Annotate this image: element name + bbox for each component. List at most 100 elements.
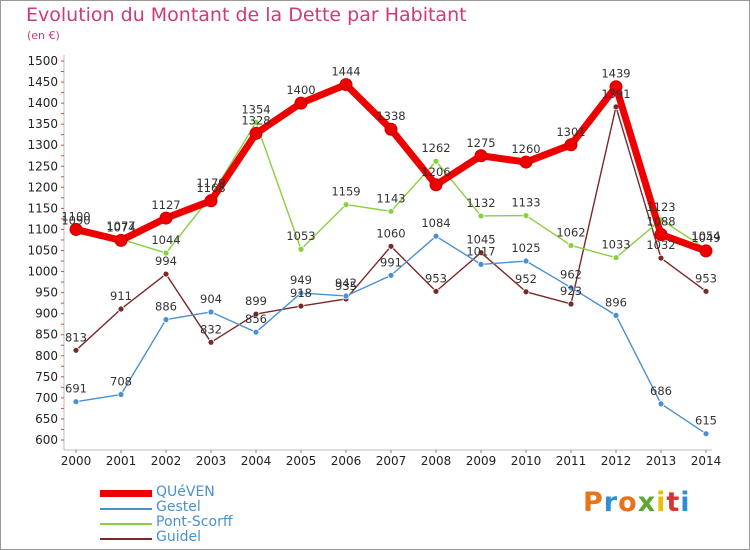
y-tick-label: 650: [35, 412, 58, 426]
data-label-gestel: 886: [155, 300, 177, 314]
data-label-gestel: 1017: [466, 244, 495, 258]
data-label-qu-ven: 1074: [106, 220, 135, 234]
data-label-guidel: 813: [65, 330, 87, 344]
chart-subtitle: (en €): [27, 29, 60, 42]
data-point-guidel: [252, 310, 260, 318]
data-point-gestel: [432, 232, 440, 240]
y-tick-label: 1150: [27, 201, 58, 215]
data-label-pont-scorff: 1033: [601, 238, 630, 252]
data-point-guidel: [207, 338, 215, 346]
y-tick-label: 1200: [27, 180, 58, 194]
data-point-guidel: [117, 305, 125, 313]
data-label-qu-ven: 1100: [61, 209, 90, 223]
y-tick-label: 1450: [27, 75, 58, 89]
data-label-guidel: 935: [335, 279, 357, 293]
x-tick-label: 2012: [601, 454, 632, 468]
x-tick-label: 2011: [556, 454, 587, 468]
data-point-qu-ven: [564, 138, 578, 152]
data-point-pont-scorff: [612, 254, 620, 262]
x-tick-label: 2001: [106, 454, 137, 468]
data-label-pont-scorff: 1262: [421, 141, 450, 155]
data-label-gestel: 904: [200, 292, 222, 306]
data-point-gestel: [297, 289, 305, 297]
data-label-qu-ven: 1127: [151, 198, 180, 212]
data-point-pont-scorff: [297, 245, 305, 253]
data-point-guidel: [522, 288, 530, 296]
y-tick-label: 950: [35, 286, 58, 300]
y-tick-label: 750: [35, 370, 58, 384]
data-label-qu-ven: 1168: [196, 181, 225, 195]
series-gestel: [72, 232, 710, 438]
data-label-pont-scorff: 1143: [376, 191, 405, 205]
data-label-qu-ven: 1049: [691, 231, 720, 245]
x-tick-label: 2006: [331, 454, 362, 468]
y-tick-label: 600: [35, 433, 58, 447]
data-label-qu-ven: 1328: [241, 113, 270, 127]
data-label-pont-scorff: 1179: [196, 176, 225, 190]
x-tick-label: 2004: [241, 454, 272, 468]
data-label-qu-ven: 1439: [601, 67, 630, 81]
data-label-qu-ven: 1260: [511, 142, 540, 156]
logo-letter: i: [680, 487, 691, 518]
logo-letter: t: [666, 487, 681, 518]
data-point-qu-ven: [474, 149, 488, 163]
legend-swatch-gestel: [100, 508, 152, 510]
data-label-guidel: 832: [200, 322, 222, 336]
data-point-qu-ven: [249, 126, 263, 140]
data-label-pont-scorff: 1054: [691, 229, 720, 243]
data-point-pont-scorff: [162, 249, 170, 257]
data-label-guidel: 918: [290, 286, 312, 300]
data-point-gestel: [252, 328, 260, 336]
data-point-guidel: [72, 346, 80, 354]
legend-label-queven: QUéVEN: [156, 484, 215, 500]
data-label-guidel: 953: [695, 271, 717, 285]
data-point-gestel: [567, 284, 575, 291]
chart-title: Evolution du Montant de la Dette par Hab…: [26, 4, 467, 26]
data-label-qu-ven: 1088: [646, 214, 675, 228]
data-label-guidel: 1391: [601, 87, 630, 101]
legend-label-gestel: Gestel: [156, 499, 201, 515]
y-tick-label: 1100: [27, 222, 58, 236]
y-tick-label: 1300: [27, 138, 58, 152]
data-point-gestel: [522, 257, 530, 265]
data-point-pont-scorff: [432, 157, 440, 165]
data-point-gestel: [72, 398, 80, 406]
series-layer: [69, 78, 713, 438]
logo-letter: x: [637, 487, 657, 518]
legend-label-guidel: Guidel: [156, 529, 202, 545]
data-point-gestel: [702, 430, 710, 438]
legend-item-guidel: Guidel: [100, 529, 300, 546]
data-point-pont-scorff: [522, 212, 530, 219]
data-label-gestel: 708: [110, 375, 132, 389]
data-label-gestel: 949: [290, 273, 312, 287]
x-tick-label: 2005: [286, 454, 317, 468]
data-label-pont-scorff: 1090: [61, 214, 90, 228]
data-point-qu-ven: [384, 122, 398, 136]
x-tick-label: 2002: [151, 454, 182, 468]
data-label-gestel: 896: [605, 295, 627, 309]
data-label-qu-ven: 1444: [331, 65, 360, 79]
data-label-layer: 813 911 994 832 899 918 935 1060 953 1045 952 923 13…: [61, 65, 720, 428]
data-point-qu-ven: [339, 78, 353, 92]
logo-letter: r: [603, 487, 619, 518]
data-label-guidel: 899: [245, 294, 267, 308]
data-point-qu-ven: [69, 222, 83, 236]
data-point-qu-ven: [294, 96, 308, 110]
data-label-gestel: 686: [650, 384, 672, 398]
data-label-pont-scorff: 1053: [286, 229, 315, 243]
data-point-gestel: [387, 271, 395, 279]
logo-letter: o: [618, 487, 638, 518]
data-label-pont-scorff: 1159: [331, 185, 360, 199]
data-label-pont-scorff: 1044: [151, 233, 180, 247]
x-tick-label: 2014: [691, 454, 722, 468]
data-label-pont-scorff: 1132: [466, 196, 495, 210]
x-tick-label: 2010: [511, 454, 542, 468]
legend-item-gestel: Gestel: [100, 499, 300, 516]
data-point-gestel: [117, 391, 125, 398]
data-point-gestel: [207, 308, 215, 316]
data-label-gestel: 1025: [511, 241, 540, 255]
data-point-qu-ven: [519, 155, 533, 169]
data-label-qu-ven: 1275: [466, 136, 495, 150]
data-label-qu-ven: 1206: [421, 165, 450, 179]
data-point-guidel: [297, 302, 305, 310]
